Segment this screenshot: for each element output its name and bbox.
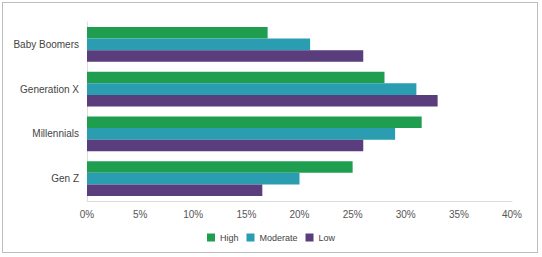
svg-text:15%: 15% (236, 209, 256, 220)
svg-text:40%: 40% (502, 209, 522, 220)
svg-text:Generation X: Generation X (20, 84, 79, 95)
svg-text:Low: Low (319, 233, 336, 243)
svg-text:10%: 10% (183, 209, 203, 220)
svg-text:High: High (220, 233, 239, 243)
svg-text:30%: 30% (396, 209, 416, 220)
svg-text:Gen Z: Gen Z (51, 173, 79, 184)
svg-text:Moderate: Moderate (259, 233, 297, 243)
svg-text:Millennials: Millennials (32, 128, 79, 139)
svg-text:5%: 5% (133, 209, 148, 220)
svg-text:35%: 35% (449, 209, 469, 220)
svg-text:25%: 25% (343, 209, 363, 220)
svg-text:Baby Boomers: Baby Boomers (13, 39, 79, 50)
svg-text:0%: 0% (80, 209, 95, 220)
svg-text:20%: 20% (289, 209, 309, 220)
